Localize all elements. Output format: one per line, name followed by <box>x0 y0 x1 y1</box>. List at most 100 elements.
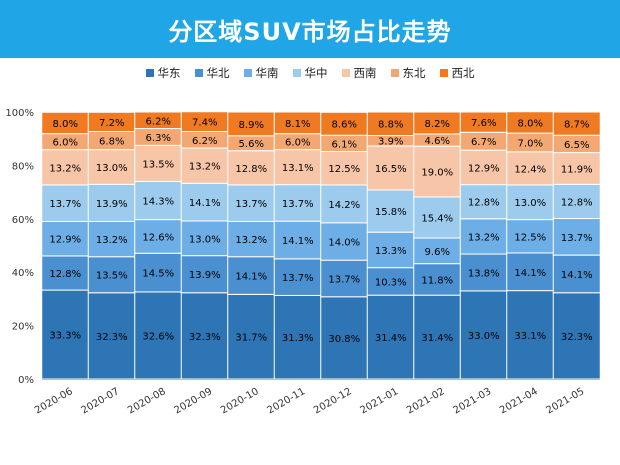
data-label: 12.9% <box>49 235 81 246</box>
data-label: 14.1% <box>189 198 221 209</box>
data-label: 33.1% <box>514 331 546 342</box>
data-label: 6.5% <box>564 140 589 151</box>
data-label: 8.1% <box>285 119 310 130</box>
bar-segment <box>180 220 229 257</box>
data-label: 12.9% <box>468 163 500 174</box>
data-label: 12.6% <box>142 232 174 243</box>
bar-segment <box>552 152 601 185</box>
data-label: 12.4% <box>514 164 546 175</box>
legend-item-4: 西南 <box>341 65 377 81</box>
data-label: 7.6% <box>471 118 496 129</box>
x-tick-label: 2020-09 <box>173 386 215 416</box>
data-label: 6.0% <box>285 138 310 149</box>
data-label: 32.3% <box>96 332 128 343</box>
data-label: 7.2% <box>99 118 124 129</box>
data-label: 4.6% <box>425 136 450 147</box>
x-tick-label: 2020-08 <box>126 386 168 416</box>
y-tick-label: 20% <box>12 322 34 333</box>
title-banner: 分区域SUV市场占比走势 <box>0 0 620 58</box>
data-label: 6.7% <box>471 137 496 148</box>
legend-label: 西北 <box>451 66 475 80</box>
data-label: 13.7% <box>282 199 314 210</box>
data-label: 8.9% <box>239 120 264 131</box>
legend-label: 东北 <box>402 66 426 80</box>
bar-segment <box>273 294 322 380</box>
bar-segment <box>227 293 276 380</box>
data-label: 13.2% <box>49 163 81 174</box>
data-label: 30.8% <box>328 334 360 345</box>
data-label: 6.2% <box>146 116 171 127</box>
chart-title: 分区域SUV市场占比走势 <box>168 17 452 46</box>
bar-segment <box>87 292 136 380</box>
y-tick-label: 80% <box>12 161 34 172</box>
bar-segment <box>366 267 415 296</box>
bar-segment <box>506 151 555 186</box>
bar-segment <box>87 149 136 185</box>
x-tick-label: 2021-02 <box>405 386 447 416</box>
x-tick-label: 2021-05 <box>545 386 587 416</box>
legend-item-5: 东北 <box>390 65 426 81</box>
bar-segment <box>41 289 90 380</box>
data-label: 6.0% <box>53 138 78 149</box>
data-label: 13.2% <box>189 162 221 173</box>
bar-segment <box>506 252 555 292</box>
data-label: 8.0% <box>518 118 543 129</box>
data-label: 19.0% <box>421 168 453 179</box>
data-label: 6.1% <box>332 139 357 150</box>
legend-item-3: 华中 <box>292 65 328 81</box>
data-label: 13.5% <box>142 159 174 170</box>
data-label: 11.8% <box>421 275 453 286</box>
bar-segment <box>413 196 462 239</box>
data-label: 14.1% <box>561 270 593 281</box>
data-label: 13.0% <box>189 234 221 245</box>
x-tick-label: 2020-07 <box>80 386 122 416</box>
legend-swatch <box>145 69 154 77</box>
y-tick-label: 40% <box>12 268 34 279</box>
data-label: 12.8% <box>235 164 267 175</box>
y-tick-label: 100% <box>5 108 34 119</box>
bar-segment <box>552 183 601 220</box>
data-label: 14.2% <box>328 200 360 211</box>
x-tick-label: 2021-03 <box>452 386 494 416</box>
bar-segment <box>552 254 601 294</box>
bar-segment <box>552 111 601 136</box>
legend-label: 华北 <box>206 66 230 80</box>
y-tick-label: 60% <box>12 215 34 226</box>
data-label: 13.1% <box>282 163 314 174</box>
data-label: 31.4% <box>375 333 407 344</box>
data-label: 32.3% <box>561 332 593 343</box>
bar-segment <box>320 222 369 261</box>
data-label: 13.7% <box>328 274 360 285</box>
data-label: 13.9% <box>189 270 221 281</box>
legend-swatch <box>439 69 448 77</box>
x-tick-label: 2020-12 <box>312 386 354 416</box>
bar-segment <box>41 255 90 291</box>
x-tick-label: 2020-11 <box>266 386 308 416</box>
bar-segment <box>366 145 415 191</box>
legend-swatch <box>341 69 350 77</box>
data-label: 13.9% <box>96 199 128 210</box>
data-label: 3.9% <box>378 137 403 148</box>
data-label: 13.5% <box>96 271 128 282</box>
legend-item-1: 华北 <box>194 65 230 81</box>
data-label: 5.6% <box>239 139 264 150</box>
data-label: 6.2% <box>192 136 217 147</box>
data-label: 12.8% <box>561 197 593 208</box>
data-label: 13.2% <box>96 235 128 246</box>
data-label: 32.6% <box>142 331 174 342</box>
data-label: 12.5% <box>514 232 546 243</box>
data-label: 14.5% <box>142 269 174 280</box>
x-tick-label: 2021-04 <box>498 386 540 416</box>
data-label: 31.4% <box>421 333 453 344</box>
data-label: 9.6% <box>425 247 450 258</box>
data-label: 6.8% <box>99 137 124 148</box>
bar-segment <box>180 292 229 380</box>
data-label: 13.7% <box>282 273 314 284</box>
x-tick-label: 2021-01 <box>359 386 401 416</box>
bar-segment <box>320 259 369 298</box>
bar-segment <box>413 294 462 380</box>
data-label: 33.0% <box>468 331 500 342</box>
legend: 华东 华北 华南 华中 西南 东北 西北 <box>0 64 620 82</box>
x-tick-label: 2020-06 <box>33 386 75 416</box>
